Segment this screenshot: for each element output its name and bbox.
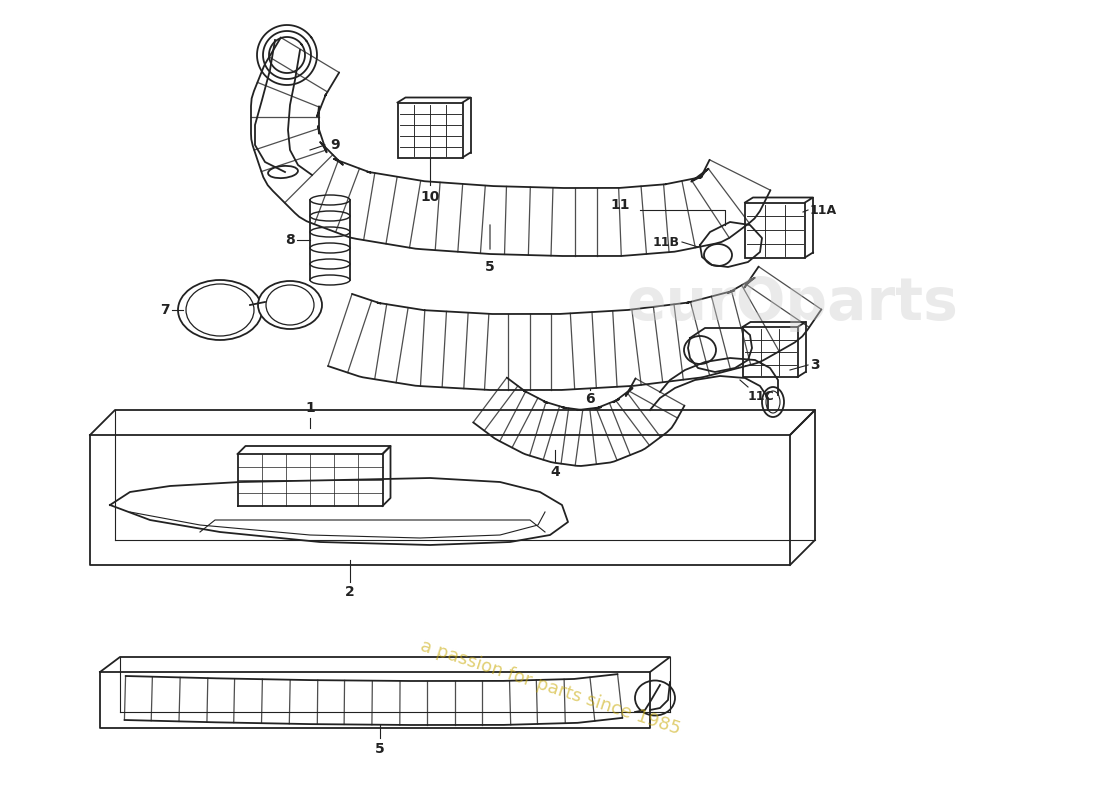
Text: 9: 9 [330,138,340,152]
Text: eurOparts: eurOparts [626,275,958,333]
Text: 2: 2 [345,585,355,599]
Text: 5: 5 [485,260,495,274]
Ellipse shape [258,281,322,329]
Text: a passion for parts since 1985: a passion for parts since 1985 [418,638,682,738]
Text: 11A: 11A [810,203,837,217]
Text: 11B: 11B [653,235,680,249]
Text: 6: 6 [585,392,595,406]
Text: 10: 10 [420,190,440,204]
Text: 3: 3 [810,358,820,372]
Bar [397,102,462,158]
Text: 11C: 11C [748,390,774,403]
Text: 4: 4 [550,465,560,479]
Ellipse shape [178,280,262,340]
Text: 1: 1 [305,401,315,415]
Text: 8: 8 [285,233,295,247]
Bar [742,327,797,377]
Text: 5: 5 [375,742,385,756]
Text: 11: 11 [610,198,630,212]
Text: 7: 7 [161,303,170,317]
Bar [745,202,805,258]
